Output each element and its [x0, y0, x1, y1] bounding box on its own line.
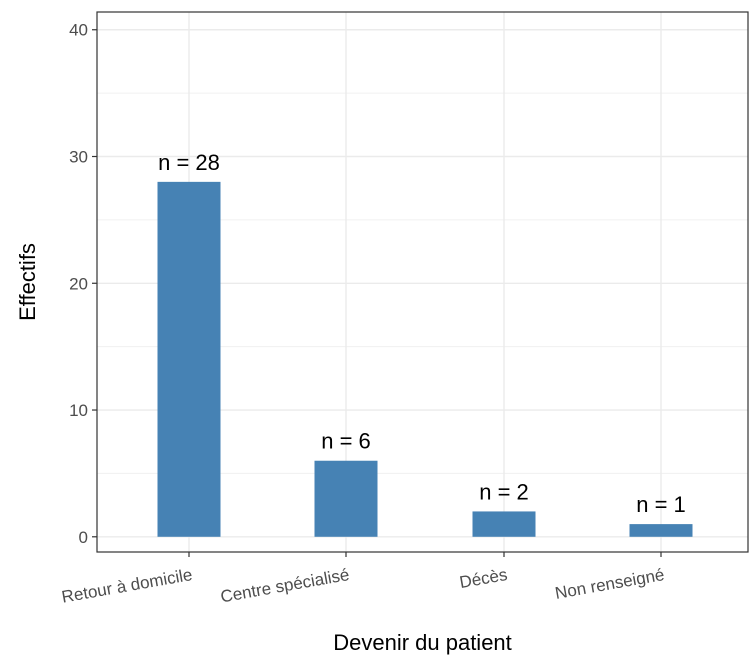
- x-axis: Retour à domicile Centre spécialisé Décès N…: [60, 552, 666, 607]
- y-tick-label: 40: [69, 21, 88, 40]
- y-axis-title: Effectifs: [15, 243, 40, 321]
- x-tick-label: Décès: [458, 565, 509, 592]
- y-tick-label: 30: [69, 148, 88, 167]
- y-axis: 0 10 20 30 40: [69, 21, 97, 547]
- data-label: n = 2: [479, 479, 529, 504]
- bar: [157, 181, 221, 537]
- data-labels: n = 28 n = 6 n = 2 n = 1: [158, 150, 686, 517]
- bar: [472, 511, 536, 537]
- bar: [314, 460, 378, 537]
- y-tick-label: 0: [79, 528, 88, 547]
- x-tick-label: Retour à domicile: [60, 565, 194, 607]
- x-tick-label: Centre spécialisé: [219, 565, 351, 606]
- data-label: n = 28: [158, 150, 220, 175]
- y-tick-label: 20: [69, 274, 88, 293]
- data-label: n = 6: [321, 429, 371, 454]
- y-tick-label: 10: [69, 401, 88, 420]
- x-tick-label: Non renseigné: [554, 565, 666, 603]
- data-label: n = 1: [636, 492, 686, 517]
- x-axis-title: Devenir du patient: [333, 630, 512, 655]
- bars: [157, 181, 693, 537]
- plot-panel-border: [96, 11, 749, 553]
- bar: [629, 524, 693, 537]
